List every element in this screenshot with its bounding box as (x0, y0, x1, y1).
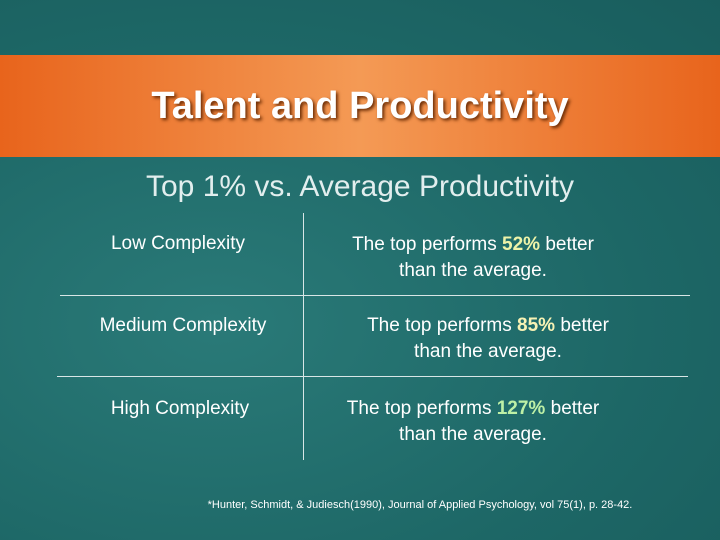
row-text: The top performs 85% better than the ave… (318, 313, 658, 365)
footnote: *Hunter, Schmidt, & Judiesch(1990), Jour… (207, 499, 633, 511)
row-label: Medium Complexity (99, 315, 267, 336)
row-text: The top performs 127% better than the av… (303, 396, 643, 448)
percentage: 52% (502, 234, 541, 255)
title-bar (0, 55, 720, 157)
text: than the average. (414, 341, 562, 362)
percentage: 127% (496, 398, 546, 419)
text: better (560, 315, 609, 336)
text: The top performs (346, 398, 492, 419)
percentage: 85% (517, 315, 556, 336)
divider (60, 295, 690, 296)
text: The top performs (352, 234, 497, 255)
row-label: High Complexity (110, 398, 250, 419)
text: better (545, 234, 594, 255)
text: than the average. (399, 260, 547, 281)
slide-title: Talent and Productivity (151, 85, 569, 127)
row-label: Low Complexity (110, 233, 246, 254)
text: The top performs (367, 315, 512, 336)
divider (303, 213, 304, 460)
row-text: The top performs 52% better than the ave… (303, 232, 643, 284)
divider (57, 376, 688, 377)
subtitle: Top 1% vs. Average Productivity (146, 170, 574, 203)
text: than the average. (399, 424, 547, 445)
text: better (550, 398, 600, 419)
